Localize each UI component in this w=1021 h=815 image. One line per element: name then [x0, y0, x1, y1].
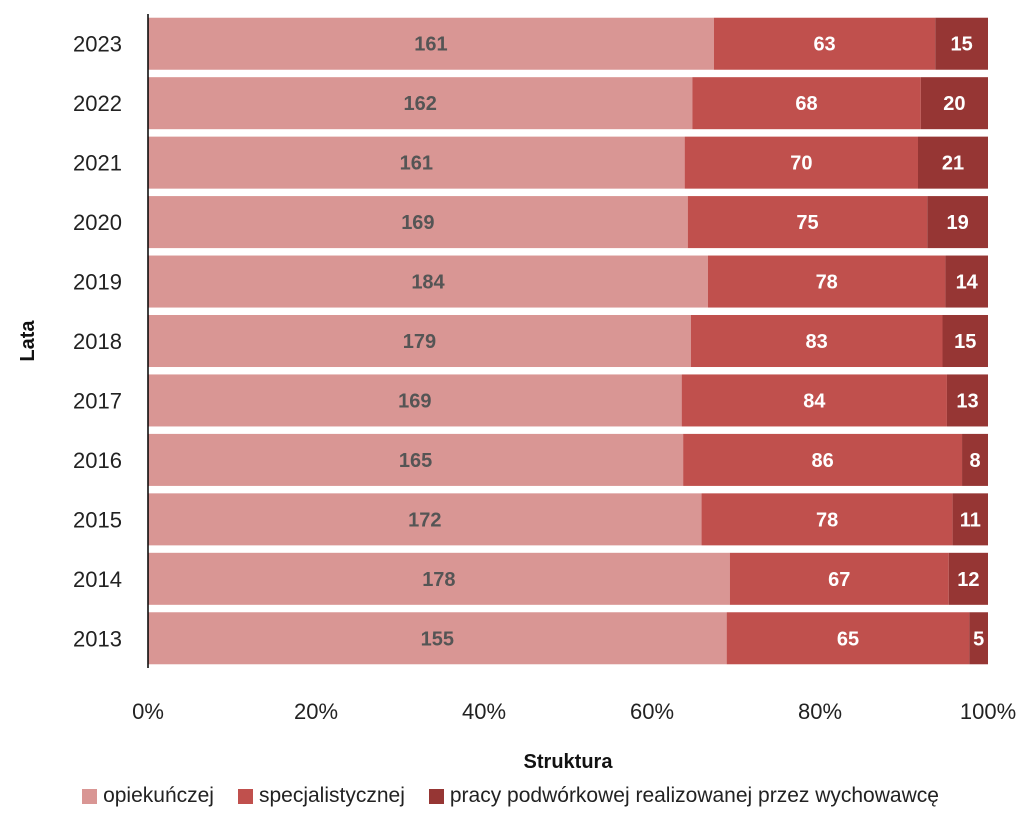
y-tick-label: 2016 [73, 448, 122, 473]
legend-swatch [428, 788, 444, 804]
y-tick-label: 2019 [73, 270, 122, 295]
data-label-2014-series-1: 67 [828, 569, 850, 591]
data-label-2021-series-0: 161 [400, 153, 433, 175]
bar-2023-series-2 [935, 17, 988, 70]
bar-2013-series-1 [726, 612, 970, 665]
data-label-2017-series-2: 13 [956, 390, 978, 412]
data-label-2021-series-1: 70 [790, 153, 812, 175]
data-label-2014-series-2: 12 [957, 569, 979, 591]
data-label-2018-series-2: 15 [954, 331, 976, 353]
bar-2017-series-1 [681, 374, 947, 427]
bar-2019-series-1 [708, 255, 946, 308]
data-label-2013-series-0: 155 [421, 628, 454, 650]
bar-2018-series-2 [942, 314, 988, 368]
data-label-2022-series-0: 162 [403, 93, 436, 115]
y-tick-labels: 2023 2022 2021 2020 2019 2018 2017 2016 2015 2014… [73, 32, 122, 652]
x-axis-title: Struktura [524, 751, 614, 773]
data-label-2020-series-2: 19 [947, 212, 969, 234]
data-label-2015-series-1: 78 [816, 509, 838, 531]
bar-2014-series-2 [948, 552, 988, 605]
legend-item-0: opiekuńczej [82, 784, 214, 808]
bar-2013-series-0 [148, 612, 727, 665]
bar-2016-series-2 [962, 433, 988, 486]
y-tick-label: 2022 [73, 91, 122, 116]
y-tick-label: 2021 [73, 151, 122, 176]
legend-item-1: specjalistycznej [237, 784, 405, 808]
data-label-2014-series-0: 178 [422, 569, 455, 591]
x-tick-labels: 0% 20% 40% 60% 80% 100% [132, 699, 1016, 724]
y-tick-label: 2020 [73, 210, 122, 235]
bar-2018-series-1 [690, 314, 943, 368]
x-tick-label: 80% [798, 699, 842, 724]
bar-2015-series-1 [701, 493, 953, 546]
bar-2014-series-0 [148, 552, 730, 605]
y-tick-label: 2014 [73, 567, 122, 592]
data-label-2013-series-1: 65 [837, 628, 859, 650]
bar-2019-series-0 [148, 255, 708, 308]
data-label-2019-series-2: 14 [956, 272, 979, 294]
legend-label: specjalistycznej [258, 784, 405, 807]
y-tick-label: 2017 [73, 388, 122, 413]
data-label-2022-series-1: 68 [795, 93, 817, 115]
bar-2023-series-1 [713, 17, 936, 70]
bar-2022-series-0 [148, 77, 693, 130]
data-label-2013-series-2: 5 [973, 628, 984, 650]
data-label-2015-series-2: 11 [960, 509, 981, 531]
data-label-2023-series-0: 161 [414, 34, 447, 56]
data-label-2015-series-0: 172 [408, 509, 441, 531]
bar-2013-series-2 [969, 612, 988, 665]
bar-2020-series-0 [148, 196, 688, 249]
data-label-2019-series-1: 78 [816, 272, 838, 294]
bar-2021-series-1 [684, 136, 918, 189]
legend-swatch [237, 788, 253, 804]
x-tick-label: 40% [462, 699, 506, 724]
x-tick-label: 100% [960, 699, 1016, 724]
data-label-2022-series-2: 20 [943, 93, 965, 115]
bar-2021-series-2 [918, 136, 988, 189]
data-label-2017-series-1: 84 [803, 390, 826, 412]
bar-2017-series-2 [946, 374, 988, 427]
data-label-2020-series-1: 75 [796, 212, 818, 234]
data-label-2019-series-0: 184 [411, 272, 445, 294]
y-axis-title: Lata [17, 320, 39, 362]
data-label-2016-series-0: 165 [399, 450, 432, 472]
data-label-2016-series-2: 8 [969, 450, 980, 472]
bars-group: 161 63 15 162 68 20 161 70 21 169 75 19 184 78 14 179 83… [148, 17, 988, 665]
x-tick-label: 60% [630, 699, 674, 724]
data-label-2017-series-0: 169 [398, 390, 431, 412]
y-tick-label: 2013 [73, 626, 122, 651]
bar-2020-series-1 [687, 196, 928, 249]
bar-2018-series-0 [148, 314, 691, 368]
data-label-2016-series-1: 86 [811, 450, 833, 472]
bar-2015-series-0 [148, 493, 702, 546]
data-label-2018-series-0: 179 [403, 331, 436, 353]
bar-2022-series-1 [692, 77, 921, 130]
bar-2019-series-2 [945, 255, 988, 308]
legend-swatch [82, 788, 98, 804]
bar-2014-series-1 [729, 552, 949, 605]
bar-2022-series-2 [920, 77, 988, 130]
x-tick-label: 20% [294, 699, 338, 724]
bar-2017-series-0 [148, 374, 682, 427]
legend: opiekuńczej specjalistycznej pracy podwórk… [0, 781, 1021, 811]
bar-2016-series-0 [148, 433, 684, 486]
legend-label: opiekuńczej [103, 784, 214, 807]
bar-2016-series-1 [683, 433, 963, 486]
data-label-2020-series-0: 169 [401, 212, 434, 234]
legend-item-2: pracy podwórkowej realizowanej przez wyc… [428, 784, 939, 808]
y-tick-label: 2018 [73, 329, 122, 354]
data-label-2018-series-1: 83 [806, 331, 828, 353]
data-label-2023-series-2: 15 [951, 34, 973, 56]
y-tick-label: 2015 [73, 507, 122, 532]
bar-2020-series-2 [927, 196, 988, 249]
x-tick-label: 0% [132, 699, 164, 724]
bar-2015-series-2 [952, 493, 988, 546]
y-tick-label: 2023 [73, 32, 122, 57]
data-label-2021-series-2: 21 [942, 153, 964, 175]
data-label-2023-series-1: 63 [813, 34, 835, 56]
bar-2023-series-0 [148, 17, 714, 70]
bar-2021-series-0 [148, 136, 685, 189]
legend-label: pracy podwórkowej realizowanej przez wyc… [449, 784, 939, 807]
